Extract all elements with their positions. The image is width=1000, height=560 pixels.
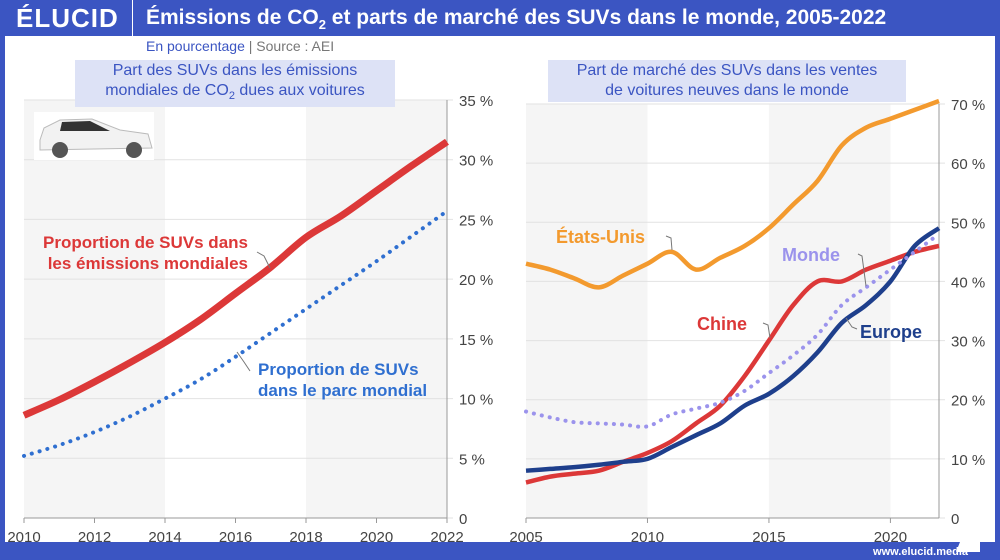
series-label: Monde [782, 245, 840, 265]
car-wheel [126, 142, 142, 158]
label-leader [762, 322, 771, 339]
y-tick-label: 35 % [459, 93, 493, 110]
title-line: mondiales de CO [105, 82, 229, 99]
title-line: Part des SUVs dans les émissions [112, 62, 358, 79]
series-line-chine [525, 243, 940, 485]
x-tick-label: 2005 [509, 529, 542, 546]
series-label: dans le parc mondial [258, 381, 427, 400]
label-leader [236, 351, 251, 372]
x-tick-label: 2020 [874, 529, 907, 546]
series-label: Chine [697, 314, 747, 334]
header: ÉLUCID Émissions de CO2 et parts de marc… [0, 0, 1000, 36]
subtitle: En pourcentage | Source : AEI [146, 38, 334, 54]
y-tick-label: 10 % [459, 392, 493, 409]
shade-band [526, 104, 648, 518]
series-line-proportion-de-suvs-dans-les-missions-mondiales [22, 138, 449, 419]
shade-band [24, 100, 165, 518]
elucid-logo-mark [956, 536, 980, 552]
left-chart-title: Part des SUVs dans les émissions mondiale… [75, 60, 395, 108]
series-line--tats-unis [525, 98, 940, 290]
y-tick-label: 20 % [459, 272, 493, 289]
y-tick-label: 20 % [951, 393, 985, 410]
y-tick-label: 15 % [459, 332, 493, 349]
x-tick-label: 2010 [7, 529, 40, 546]
series-line-europe [525, 226, 941, 473]
y-tick-label: 30 % [951, 334, 985, 351]
label-leader [857, 253, 867, 287]
x-tick-label: 2012 [78, 529, 111, 546]
x-tick-label: 2010 [631, 529, 664, 546]
y-tick-label: 40 % [951, 274, 985, 291]
page-title: Émissions de CO2 et parts de marché des … [146, 6, 886, 32]
separator: | [248, 38, 253, 54]
series-label: Europe [860, 322, 922, 342]
label-leader [665, 235, 673, 251]
footer-url: www.elucid.media [873, 546, 968, 558]
label-leader [845, 317, 858, 330]
x-tick-label: 2022 [430, 529, 463, 546]
title-part: et parts de marché des SUVs dans le mond… [325, 6, 887, 29]
series-label: Proportion de SUVs [258, 360, 419, 379]
series-label: les émissions mondiales [48, 254, 248, 273]
car-wheel [52, 142, 68, 158]
car-window [60, 121, 110, 131]
title-line: Part de marché des SUVs dans les ventes [576, 62, 878, 79]
shade-band [306, 100, 447, 518]
y-tick-label: 5 % [459, 451, 485, 468]
x-tick-label: 2016 [219, 529, 252, 546]
right-chart-title: Part de marché des SUVs dans les ventes d… [548, 60, 906, 102]
source-label: Source : AEI [256, 38, 335, 54]
x-tick-label: 2018 [289, 529, 322, 546]
header-divider [132, 0, 133, 36]
title-line: de voitures neuves dans le monde [605, 82, 849, 99]
x-tick-label: 2015 [752, 529, 785, 546]
title-part: Émissions de CO [146, 6, 319, 29]
title-line: dues aux voitures [234, 82, 365, 99]
x-tick-label: 2014 [148, 529, 181, 546]
y-tick-label: 60 % [951, 156, 985, 173]
y-tick-label: 70 % [951, 97, 985, 114]
y-tick-label: 0 [951, 511, 959, 528]
series-label: États-Unis [556, 226, 645, 247]
logo: ÉLUCID [16, 3, 119, 33]
y-tick-label: 0 [459, 511, 467, 528]
series-line-monde [524, 232, 941, 429]
title-subscript: 2 [228, 90, 235, 103]
y-tick-label: 10 % [951, 452, 985, 469]
x-tick-label: 2020 [360, 529, 393, 546]
y-tick-label: 50 % [951, 215, 985, 232]
series-label: Proportion de SUVs dans [43, 233, 248, 252]
y-tick-label: 30 % [459, 153, 493, 170]
unit-label: En pourcentage [146, 38, 245, 54]
title-subscript: 2 [318, 17, 326, 33]
y-tick-label: 25 % [459, 212, 493, 229]
label-leader [256, 251, 271, 269]
series-line-proportion-de-suvs-dans-le-parc-mondial [22, 209, 449, 458]
